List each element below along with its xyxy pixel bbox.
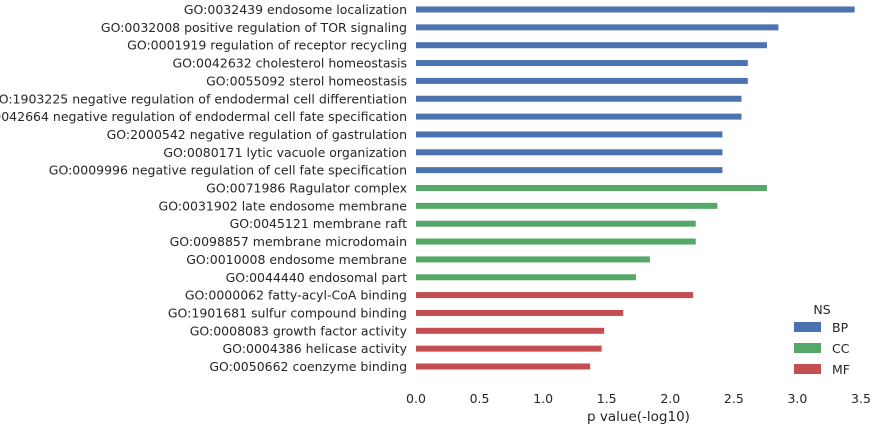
bar-mf-18 — [416, 327, 605, 334]
x-tick-label: 2.0 — [660, 391, 680, 406]
category-label: GO:0042632 cholesterol homeostasis — [173, 56, 408, 71]
x-tick-label: 1.0 — [533, 391, 553, 406]
x-tick-label: 2.5 — [724, 391, 744, 406]
bar-bp-0 — [416, 6, 855, 13]
x-axis-ticks: 0.0 0.5 1.0 1.5 2.0 2.5 3.0 3.5 — [406, 391, 871, 406]
category-label: GO:0080171 lytic vacuole organization — [163, 145, 407, 160]
category-label: GO:0010008 endosome membrane — [186, 252, 407, 267]
category-label: GO:0055092 sterol homeostasis — [206, 73, 407, 88]
legend-label-mf: MF — [832, 362, 850, 377]
category-label: GO:1903225 negative regulation of endode… — [0, 91, 407, 106]
x-tick-label: 0.5 — [470, 391, 490, 406]
bar-mf-17 — [416, 309, 624, 316]
category-label: GO:0044440 endosomal part — [226, 270, 408, 285]
bar-cc-10 — [416, 185, 767, 191]
bar-bp-4 — [416, 77, 748, 84]
category-label: GO:0032008 positive regulation of TOR si… — [101, 20, 407, 35]
category-label: GO:0004386 helicase activity — [222, 341, 407, 356]
category-label: GO:1901681 sulfur compound binding — [168, 305, 407, 320]
category-label: GO:0031902 late endosome membrane — [159, 198, 408, 213]
bar-bp-7 — [416, 131, 723, 138]
x-tick-label: 0.0 — [406, 391, 426, 406]
bar-bp-2 — [416, 42, 767, 49]
bar-mf-19 — [416, 345, 602, 352]
bar-bp-8 — [416, 149, 723, 156]
x-tick-label: 3.5 — [851, 391, 871, 406]
category-label: GO:0045121 membrane raft — [230, 216, 408, 231]
category-label: GO:0001919 regulation of receptor recycl… — [127, 38, 407, 53]
category-label: GO:0000062 fatty-acyl-CoA binding — [185, 288, 407, 303]
bar-bp-1 — [416, 24, 779, 31]
bars-layer — [416, 6, 855, 370]
category-label: GO:0050662 coenzyme binding — [209, 359, 407, 374]
category-label: GO:0008083 growth factor activity — [190, 323, 408, 338]
legend-title: NS — [813, 302, 830, 317]
x-axis-title: p value(-log10) — [587, 409, 690, 425]
bar-cc-13 — [416, 238, 696, 245]
x-tick-label: 3.0 — [787, 391, 807, 406]
legend-label-bp: BP — [832, 320, 849, 335]
category-label: GO:0032439 endosome localization — [184, 2, 407, 17]
bar-bp-5 — [416, 95, 742, 102]
legend-swatch-cc — [794, 343, 821, 353]
bar-bp-3 — [416, 60, 748, 67]
category-label: GO:0042664 negative regulation of endode… — [0, 109, 407, 124]
legend: NS BP CC MF — [794, 302, 850, 377]
category-label: GO:0098857 membrane microdomain — [170, 234, 407, 249]
legend-swatch-bp — [794, 322, 821, 332]
category-labels: GO:0032439 endosome localization GO:00320… — [0, 2, 408, 374]
bar-bp-9 — [416, 167, 723, 174]
legend-swatch-mf — [794, 364, 821, 374]
bar-cc-12 — [416, 220, 696, 227]
category-label: GO:0071986 Ragulator complex — [206, 181, 407, 196]
bar-cc-15 — [416, 274, 636, 281]
bar-cc-14 — [416, 256, 650, 263]
x-tick-label: 1.5 — [597, 391, 617, 406]
bar-cc-11 — [416, 202, 718, 209]
bar-mf-20 — [416, 363, 591, 370]
category-label: GO:0009996 negative regulation of cell f… — [49, 163, 407, 178]
bar-bp-6 — [416, 113, 742, 120]
legend-items: BP CC MF — [794, 320, 850, 377]
category-label: GO:2000542 negative regulation of gastru… — [107, 127, 407, 142]
legend-label-cc: CC — [832, 341, 850, 356]
bar-mf-16 — [416, 292, 694, 299]
